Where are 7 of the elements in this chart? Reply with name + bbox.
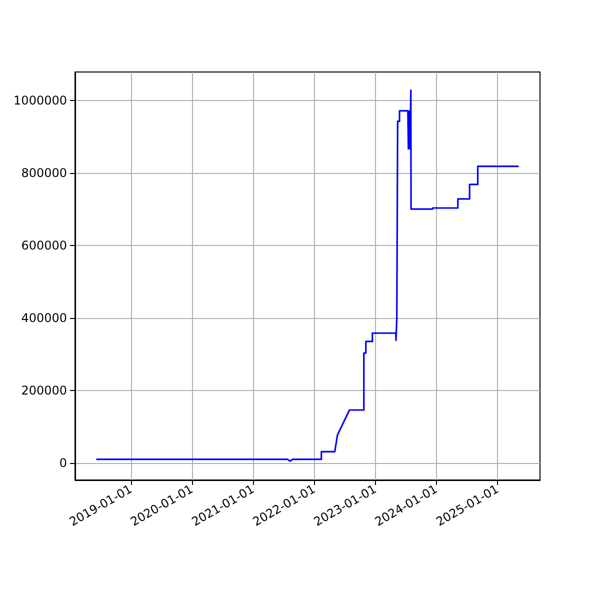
y-tick-label: 600000 [21, 238, 67, 252]
y-tick-label: 1000000 [14, 93, 67, 108]
y-tick-label: 800000 [21, 166, 67, 180]
y-tick-label: 200000 [21, 383, 67, 398]
y-tick-label: 400000 [21, 310, 67, 325]
line-series [95, 89, 520, 462]
y-tick-label: 0 [59, 456, 67, 470]
